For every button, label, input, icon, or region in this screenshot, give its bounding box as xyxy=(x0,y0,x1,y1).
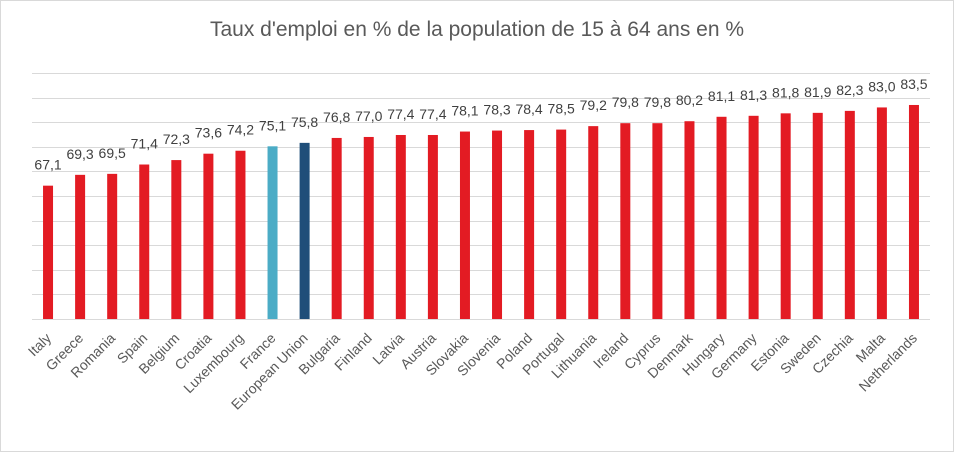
data-label: 79,2 xyxy=(580,97,607,113)
data-label: 76,8 xyxy=(323,109,350,125)
bar-cyprus xyxy=(652,123,663,320)
bar-slovakia xyxy=(459,131,470,319)
bar-bulgaria xyxy=(331,137,342,319)
data-label: 72,3 xyxy=(163,131,190,147)
data-label: 69,5 xyxy=(99,145,126,161)
data-label: 75,8 xyxy=(291,114,318,130)
data-label: 79,8 xyxy=(644,94,671,110)
bar-romania xyxy=(107,173,118,319)
bar-european-union xyxy=(299,142,310,319)
bar-latvia xyxy=(395,134,406,319)
bar-czechia xyxy=(844,110,855,319)
data-label: 83,0 xyxy=(868,78,895,94)
bar-lithuania xyxy=(588,126,599,319)
data-label: 77,0 xyxy=(355,108,382,124)
data-label: 78,1 xyxy=(451,103,478,119)
bar-finland xyxy=(363,136,374,319)
chart-title: Taux d'emploi en % de la population de 1… xyxy=(209,18,745,41)
bar-portugal xyxy=(556,129,567,319)
bar-estonia xyxy=(780,113,791,320)
bar-denmark xyxy=(684,121,695,319)
bar-germany xyxy=(748,115,759,319)
data-label: 78,4 xyxy=(515,101,542,117)
bar-greece xyxy=(75,174,86,319)
bar-austria xyxy=(427,134,438,319)
bar-netherlands xyxy=(908,104,919,319)
bar-italy xyxy=(43,185,54,319)
data-label: 77,4 xyxy=(419,106,446,122)
bar-croatia xyxy=(203,153,214,319)
data-label: 69,3 xyxy=(66,146,93,162)
data-label: 67,1 xyxy=(34,157,61,173)
data-label: 82,3 xyxy=(836,82,863,98)
data-label: 78,3 xyxy=(483,102,510,118)
data-label: 81,9 xyxy=(804,84,831,100)
data-label: 83,5 xyxy=(900,76,927,92)
bar-sweden xyxy=(812,112,823,320)
data-label: 81,8 xyxy=(772,84,799,100)
bar-hungary xyxy=(716,116,727,320)
bar-luxembourg xyxy=(235,150,246,319)
data-label: 75,1 xyxy=(259,117,286,133)
data-label: 78,5 xyxy=(548,101,575,117)
bar-spain xyxy=(139,164,150,319)
bar-ireland xyxy=(620,123,631,320)
bar-france xyxy=(267,146,278,319)
data-label: 81,3 xyxy=(740,87,767,103)
bar-malta xyxy=(876,107,887,319)
data-label: 77,4 xyxy=(387,106,414,122)
data-label: 74,2 xyxy=(227,122,254,138)
bar-belgium xyxy=(171,160,182,319)
data-label: 71,4 xyxy=(131,136,158,152)
data-label: 80,2 xyxy=(676,92,703,108)
bar-poland xyxy=(524,130,535,319)
data-label: 73,6 xyxy=(195,125,222,141)
bar-slovenia xyxy=(492,130,503,319)
data-label: 79,8 xyxy=(612,94,639,110)
data-label: 81,1 xyxy=(708,88,735,104)
